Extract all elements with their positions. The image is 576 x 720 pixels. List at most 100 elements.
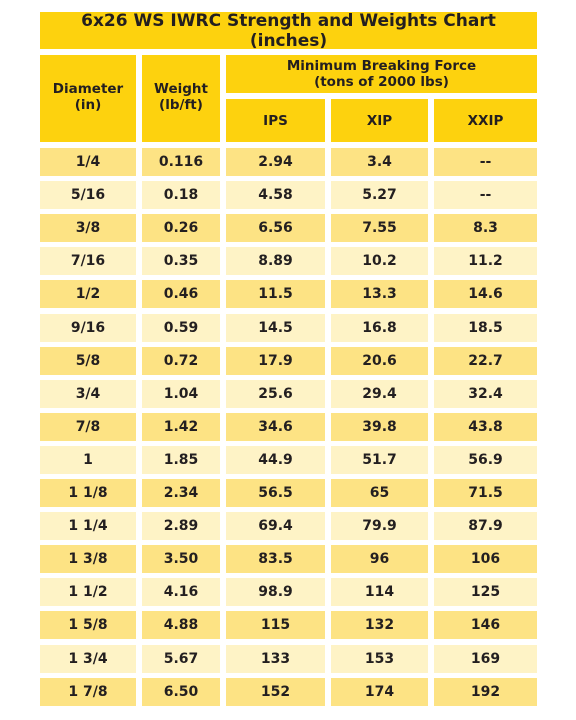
table-cell-text: 2.94 [258,154,293,170]
header-cell: XIP [331,99,428,142]
table-cell-text: 14.6 [468,286,503,303]
table-cell-text: 79.9 [362,518,397,535]
table-cell-text: 7/16 [70,253,106,270]
table-cell: 5/8 [40,346,136,375]
table-cell: 1 3/4 [40,644,136,673]
table-cell: 51.7 [331,445,428,474]
table-cell: 22.7 [434,346,537,375]
table-cell: 174 [331,677,428,706]
table-cell-text: 9/16 [70,319,106,336]
table-cell: 0.116 [142,148,220,176]
table-cell: 0.59 [142,313,220,342]
table-cell: 56.5 [226,479,325,507]
table-cell: 152 [226,677,325,706]
table-cell-text: 11.5 [258,286,293,303]
table-cell-text: 51.7 [362,451,397,468]
header-cell-text: IPS [263,112,288,129]
table-cell: 125 [434,578,537,607]
table-cell-text: 192 [470,683,501,700]
table-cell: 14.5 [226,313,325,342]
table-cell-text: 2.34 [163,485,199,501]
table-cell-text: 25.6 [258,385,293,402]
table-cell: 2.89 [142,512,220,541]
table-cell: 10.2 [331,247,428,276]
header-cell: IPS [226,99,325,142]
table-cell: 3.50 [142,545,220,574]
table-cell: 65 [331,479,428,507]
table-cell-text: 2.89 [163,518,199,535]
header-cell: Minimum Breaking Force (tons of 2000 lbs) [226,55,537,93]
table-cell-text: -- [479,187,492,204]
table-cell-text: 13.3 [362,286,397,303]
table-cell-text: 1.42 [163,418,199,435]
table-cell: 133 [226,644,325,673]
table-cell: 146 [434,611,537,640]
table-cell-text: 7/8 [75,418,101,435]
table-cell-text: 8.89 [258,253,293,270]
table-cell-text: 1 1/4 [68,518,108,535]
table-cell-text: 83.5 [258,551,293,568]
table-cell-text: 0.116 [158,154,204,170]
table-cell-text: 146 [470,617,501,634]
table-cell-text: 1 1/8 [68,485,108,501]
table-cell: 7/16 [40,247,136,276]
table-cell-text: 4.88 [163,617,199,634]
table-cell-text: 17.9 [258,352,293,369]
table-cell: 87.9 [434,512,537,541]
table-cell: 0.26 [142,214,220,243]
table-cell-text: 16.8 [362,319,397,336]
table-cell: 11.5 [226,280,325,309]
table-cell: 32.4 [434,379,537,408]
table-cell: 1 1/4 [40,512,136,541]
table-cell-text: 106 [470,551,501,568]
table-cell-text: 39.8 [362,418,397,435]
table-cell-text: 34.6 [258,418,293,435]
table-cell: 79.9 [331,512,428,541]
table-cell-text: 1 [83,451,93,468]
table-cell-text: 1 3/4 [68,650,108,667]
table-cell: 5/16 [40,181,136,210]
table-cell: -- [434,148,537,176]
table-cell-text: -- [479,154,492,170]
table-cell-text: 0.35 [163,253,199,270]
table-cell-text: 3/8 [75,220,101,237]
table-cell: 1 5/8 [40,611,136,640]
table-cell: 83.5 [226,545,325,574]
table-cell-text: 132 [364,617,395,634]
table-cell-text: 152 [260,683,291,700]
table-cell-text: 4.16 [163,584,199,601]
table-cell-text: 69.4 [258,518,293,535]
table-cell: 4.88 [142,611,220,640]
table-cell: 69.4 [226,512,325,541]
table-cell: 0.72 [142,346,220,375]
table-cell-text: 115 [260,617,291,634]
table-cell: 16.8 [331,313,428,342]
table-cell-text: 1 1/2 [68,584,108,601]
table-cell: 98.9 [226,578,325,607]
table-cell: 17.9 [226,346,325,375]
table-cell: 29.4 [331,379,428,408]
table-cell: 3/4 [40,379,136,408]
table-cell-text: 0.46 [163,286,199,303]
title-bar-text: 6x26 WS IWRC Strength and Weights Chart … [81,10,496,51]
table-cell: 1 3/8 [40,545,136,574]
header-cell-text: Minimum Breaking Force [286,58,477,74]
table-cell: 44.9 [226,445,325,474]
table-cell-text: 0.59 [163,319,199,336]
table-cell-text: 6.50 [163,683,199,700]
table-cell: 8.89 [226,247,325,276]
table-cell: 39.8 [331,412,428,441]
table-cell-text: 1 3/8 [68,551,108,568]
table-cell: 3/8 [40,214,136,243]
table-cell-text: 87.9 [468,518,503,535]
table-cell-text: 6.56 [258,220,293,237]
table-cell: 71.5 [434,479,537,507]
header-cell-text: (in) [74,97,102,113]
table-cell: 2.34 [142,479,220,507]
table-cell-text: 133 [260,650,291,667]
table-cell: 1 [40,445,136,474]
table-cell: 1 1/2 [40,578,136,607]
table-cell: 11.2 [434,247,537,276]
table-cell-text: 56.5 [258,485,293,501]
